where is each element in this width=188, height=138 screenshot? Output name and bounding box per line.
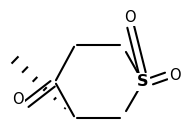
Text: S: S — [137, 75, 149, 90]
Text: O: O — [124, 10, 136, 26]
Text: O: O — [12, 92, 24, 108]
Text: O: O — [169, 67, 181, 83]
